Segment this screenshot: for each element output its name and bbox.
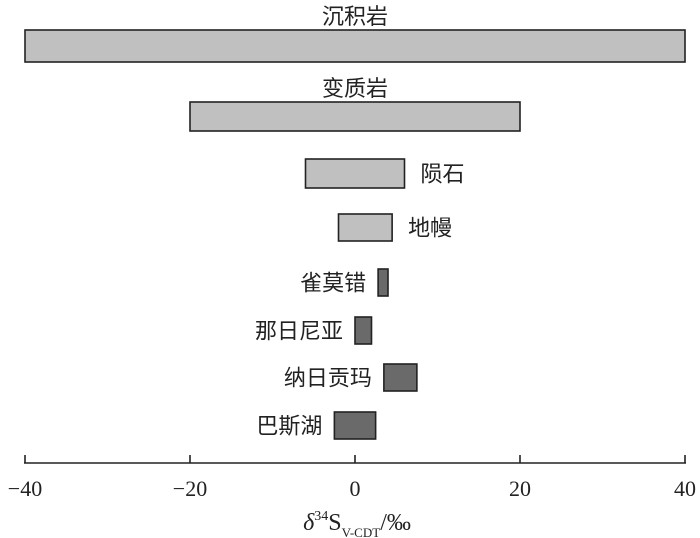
series-label-3: 地幔 [408, 217, 452, 242]
x-tick-label-0: −40 [8, 476, 42, 501]
x-tick-label-3: 20 [509, 476, 531, 501]
range-bars [24, 29, 686, 440]
series-label-6: 纳日贡玛 [284, 367, 372, 392]
range-bar-1 [189, 101, 521, 132]
x-tick-label-4: 40 [674, 476, 696, 501]
series-label-2: 陨石 [421, 163, 465, 188]
x-tick-label-1: −20 [173, 476, 207, 501]
range-bar-5 [354, 316, 373, 345]
x-label-symbol: δ [303, 510, 315, 536]
series-label-1: 变质岩 [322, 77, 388, 102]
x-label-subscript: V-CDT [342, 525, 381, 538]
range-bar-0 [24, 29, 686, 63]
range-bar-7 [333, 411, 377, 440]
range-bar-3 [337, 213, 393, 242]
x-label-suffix: /‰ [380, 510, 411, 536]
series-label-7: 巴斯湖 [256, 415, 322, 440]
range-bar-2 [304, 158, 406, 189]
range-bar-6 [383, 363, 418, 392]
x-label-superscript: 34 [314, 509, 328, 524]
range-bar-4 [377, 268, 389, 297]
x-tick-label-2: 0 [350, 476, 361, 501]
x-axis-label: δ34SV-CDT/‰ [303, 509, 411, 538]
series-label-0: 沉积岩 [322, 5, 388, 30]
series-label-4: 雀莫错 [300, 272, 366, 297]
x-label-main: S [328, 510, 341, 536]
x-axis-ticks: −40 −20 0 20 40 [8, 455, 696, 501]
series-label-5: 那日尼亚 [255, 320, 343, 345]
